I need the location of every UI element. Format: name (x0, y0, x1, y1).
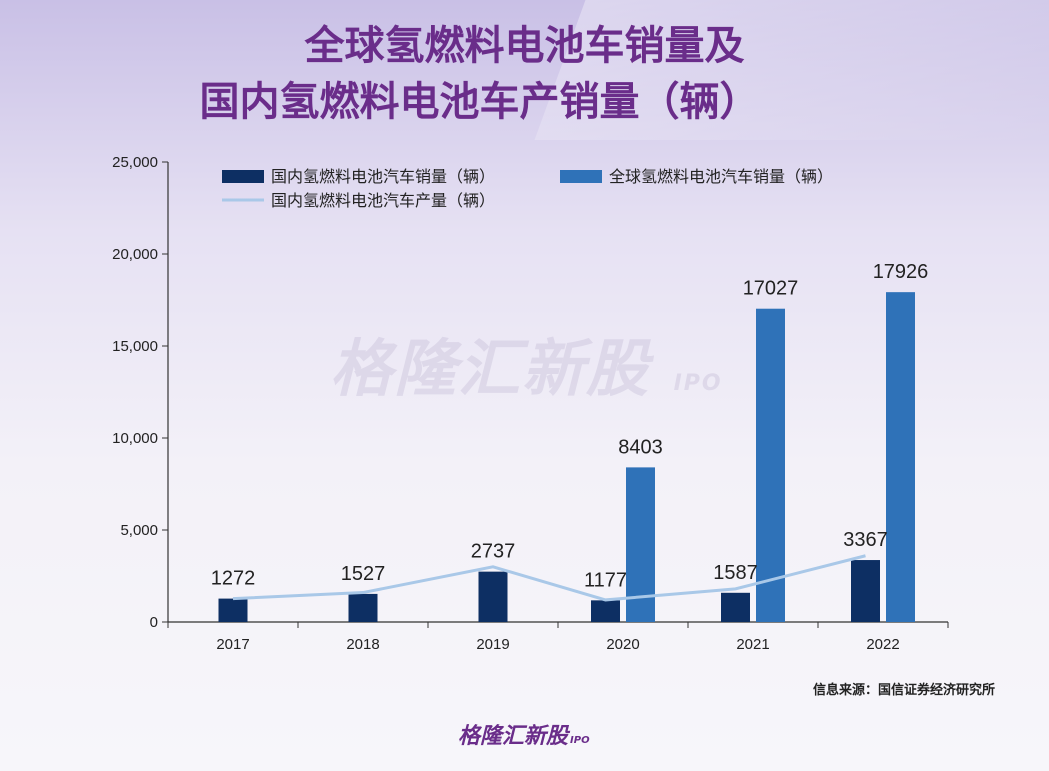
legend-global-sales-swatch (560, 170, 602, 183)
y-tick-label: 0 (150, 614, 158, 631)
brand-logo: 格隆汇新股 IPO (458, 718, 590, 750)
data-label-domestic-sales: 1527 (341, 563, 386, 585)
bar-global-sales (756, 308, 785, 622)
data-label-global-sales: 17926 (873, 261, 929, 283)
legend-global-sales-label: 全球氢燃料电池汽车销量（辆） (609, 167, 833, 186)
logo-sub: IPO (570, 735, 590, 746)
data-label-domestic-sales: 1177 (584, 569, 627, 591)
bar-domestic-sales (851, 560, 880, 622)
title-line-1: 全球氢燃料电池车销量及 (304, 22, 745, 69)
bar-domestic-sales (218, 598, 248, 622)
bar-domestic-sales (591, 600, 620, 622)
chart: 0 5,000 10,000 15,000 20,000 25,000 2017 2018 20… (112, 154, 949, 653)
bar-domestic-sales (721, 592, 750, 622)
y-tick-label: 10,000 (112, 430, 158, 447)
x-tick-label: 2020 (606, 636, 639, 653)
x-tick-label: 2018 (346, 636, 379, 653)
watermark-sub: IPO (673, 371, 723, 396)
data-label-domestic-sales: 3367 (843, 529, 888, 551)
x-tick-label: 2019 (476, 636, 509, 653)
legend-domestic-sales-swatch (222, 170, 264, 183)
watermark: 格隆汇新股 IPO (330, 318, 723, 408)
data-label-global-sales: 17027 (743, 278, 799, 300)
bar-global-sales (886, 292, 915, 622)
data-label-domestic-sales: 2737 (471, 541, 516, 563)
source-note: 信息来源：国信证券经济研究所 (812, 683, 995, 698)
data-label-domestic-sales: 1587 (713, 562, 758, 584)
y-tick-label: 15,000 (112, 338, 158, 355)
title-line-2: 国内氢燃料电池车产销量（辆） (199, 78, 760, 125)
line-domestic-production (232, 554, 866, 602)
watermark-text: 格隆汇新股 (330, 332, 651, 405)
logo-text: 格隆汇新股 (458, 724, 569, 749)
x-tick-label: 2021 (736, 636, 769, 653)
page-title: 全球氢燃料电池车销量及 国内氢燃料电池车产销量（辆） (0, 18, 1049, 130)
data-label-global-sales: 8403 (618, 436, 663, 458)
x-tick-label: 2017 (216, 636, 249, 653)
y-tick-label: 25,000 (112, 154, 158, 171)
y-tick-label: 5,000 (120, 522, 158, 539)
y-tick-label: 20,000 (112, 246, 158, 263)
legend-domestic-production-label: 国内氢燃料电池汽车产量（辆） (271, 191, 495, 210)
data-label-domestic-sales: 1272 (211, 568, 256, 590)
x-tick-label: 2022 (866, 636, 899, 653)
bar-domestic-sales (348, 593, 378, 622)
bar-domestic-sales (478, 571, 508, 622)
legend-domestic-sales-label: 国内氢燃料电池汽车销量（辆） (271, 167, 495, 186)
